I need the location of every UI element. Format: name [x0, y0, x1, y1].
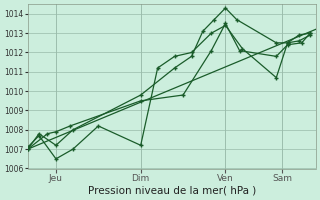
X-axis label: Pression niveau de la mer( hPa ): Pression niveau de la mer( hPa ) — [88, 186, 256, 196]
